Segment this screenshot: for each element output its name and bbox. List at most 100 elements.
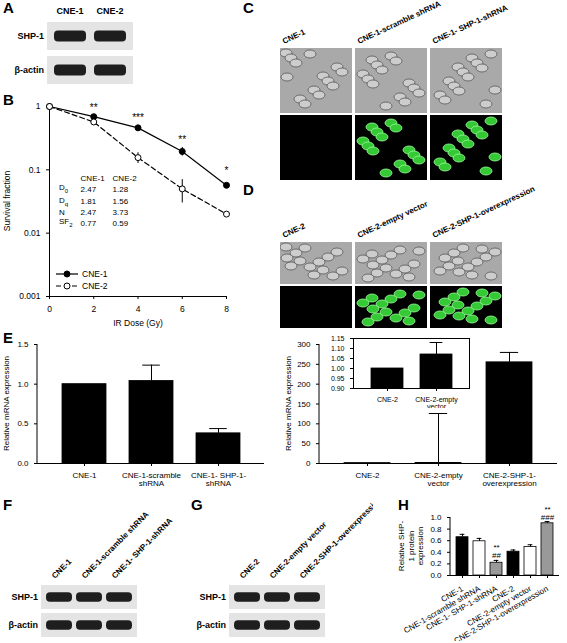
html-text:2.47: 2.47 xyxy=(80,208,97,218)
svg-text:CNE-2-empty vector: CNE-2-empty vector xyxy=(268,520,328,580)
svg-text:**: ** xyxy=(90,102,98,113)
html-text:C: C xyxy=(243,0,254,16)
svg-text:Relative SHP-1 proteinexpressi: Relative SHP-1 proteinexpression xyxy=(397,521,424,572)
svg-text:CNE-2-empty vector: CNE-2-empty vector xyxy=(465,584,533,629)
svg-text:0.5: 0.5 xyxy=(17,419,29,428)
html-text:CNE-1: CNE-1 xyxy=(80,174,105,183)
svg-text:0.4: 0.4 xyxy=(430,548,442,557)
html-text:0.59: 0.59 xyxy=(112,219,129,228)
svg-text:SHP-1: SHP-1 xyxy=(199,592,226,602)
html-text:CNE-1: CNE-1 xyxy=(82,269,108,279)
svg-text:0.0: 0.0 xyxy=(430,571,442,580)
svg-text:300: 300 xyxy=(297,340,311,349)
svg-text:0.0: 0.0 xyxy=(17,459,29,468)
svg-text:0.8: 0.8 xyxy=(430,525,442,534)
svg-text:8: 8 xyxy=(224,304,229,314)
svg-text:4: 4 xyxy=(136,304,141,314)
svg-text:**###: **### xyxy=(541,505,555,522)
html-text:3.73: 3.73 xyxy=(112,208,129,218)
svg-text:β-actin: β-actin xyxy=(9,620,39,630)
html-text:1.81: 1.81 xyxy=(80,197,97,207)
svg-text:CNE-1: CNE-1 xyxy=(56,6,83,16)
svg-text:CNE-2: CNE-2 xyxy=(355,471,380,480)
svg-text:CNE-2-SHP-1-overexpression: CNE-2-SHP-1-overexpression xyxy=(431,184,536,240)
svg-text:CNE-1: CNE-1 xyxy=(281,27,307,46)
svg-text:CNE-1-scrambleshRNA: CNE-1-scrambleshRNA xyxy=(122,471,182,488)
svg-text:CNE-2-SHP-1-overexpression: CNE-2-SHP-1-overexpression xyxy=(298,497,373,580)
svg-text:Relative mRNA expression: Relative mRNA expression xyxy=(284,356,293,451)
svg-text:CNE-1: CNE-1 xyxy=(50,557,74,581)
html-text:G: G xyxy=(191,496,203,513)
svg-text:CNE-1-scramble shRNA: CNE-1-scramble shRNA xyxy=(80,509,151,581)
svg-text:Relative mRNA expression: Relative mRNA expression xyxy=(2,356,11,451)
svg-text:β-actin: β-actin xyxy=(15,65,45,75)
svg-text:1.0: 1.0 xyxy=(430,513,442,522)
svg-text:IR Dose (Gy): IR Dose (Gy) xyxy=(113,318,163,328)
html-text:0.77: 0.77 xyxy=(80,219,97,228)
svg-text:0.2: 0.2 xyxy=(430,559,442,568)
html-text:D: D xyxy=(243,181,254,198)
svg-text:CNE-2: CNE-2 xyxy=(96,6,123,16)
svg-text:***: *** xyxy=(132,112,144,123)
svg-text:1: 1 xyxy=(36,101,41,111)
svg-text:CNE-1: CNE-1 xyxy=(72,471,97,480)
svg-text:2: 2 xyxy=(91,304,96,314)
svg-text:CNE-2-SHP-1-overexpression: CNE-2-SHP-1-overexpression xyxy=(482,471,536,488)
html-text:CNE-2: CNE-2 xyxy=(112,174,137,183)
html-text:N: N xyxy=(59,208,65,218)
svg-text:CNE-1-scramble shRNA: CNE-1-scramble shRNA xyxy=(402,584,482,636)
svg-text:1.15: 1.15 xyxy=(331,335,345,342)
html-text:B: B xyxy=(3,91,14,108)
html-text:A: A xyxy=(3,0,14,16)
svg-text:1.00: 1.00 xyxy=(331,365,345,372)
html-text:SF2: SF2 xyxy=(59,217,73,228)
svg-text:50: 50 xyxy=(302,439,311,448)
svg-text:CNE-2-empty vector: CNE-2-empty vector xyxy=(356,199,429,239)
svg-text:CNE-2-emptyvector: CNE-2-emptyvector xyxy=(415,396,458,408)
svg-text:CNE-1- SHP-1-shRNA: CNE-1- SHP-1-shRNA xyxy=(110,516,174,580)
svg-text:SHP-1: SHP-1 xyxy=(17,31,44,41)
html-text:F: F xyxy=(3,496,13,513)
svg-text:1.0: 1.0 xyxy=(17,380,29,389)
svg-text:CNE-2-SHP-1-overexpression: CNE-2-SHP-1-overexpression xyxy=(452,584,549,641)
html-text:D0: D0 xyxy=(59,183,69,194)
svg-text:0.95: 0.95 xyxy=(331,375,345,382)
svg-text:0.90: 0.90 xyxy=(331,385,345,392)
svg-text:0.1: 0.1 xyxy=(29,165,41,175)
svg-text:0: 0 xyxy=(47,304,52,314)
svg-text:β-actin: β-actin xyxy=(197,620,227,630)
svg-text:1.10: 1.10 xyxy=(331,345,345,352)
svg-text:CNE-1- SHP-1-shRNA: CNE-1- SHP-1-shRNA xyxy=(431,3,509,46)
svg-text:CNE-1- SHP-1-shRNA: CNE-1- SHP-1-shRNA xyxy=(191,471,246,488)
svg-text:6: 6 xyxy=(180,304,185,314)
svg-text:CNE-2: CNE-2 xyxy=(238,557,262,581)
svg-text:**: ** xyxy=(178,134,186,145)
svg-text:0.6: 0.6 xyxy=(430,536,442,545)
svg-text:0: 0 xyxy=(306,459,311,468)
svg-text:**##: **## xyxy=(492,543,501,560)
svg-text:150: 150 xyxy=(297,400,311,409)
svg-text:0.001: 0.001 xyxy=(19,291,41,301)
svg-text:1.5: 1.5 xyxy=(17,340,29,349)
svg-text:CNE-1-scramble shRNA: CNE-1-scramble shRNA xyxy=(356,0,442,46)
svg-text:Survival fraction: Survival fraction xyxy=(2,170,12,231)
html-text:1.28: 1.28 xyxy=(112,184,129,194)
svg-text:CNE-2: CNE-2 xyxy=(281,221,307,240)
svg-text:*: * xyxy=(225,165,229,176)
svg-text:CNE-1: CNE-1 xyxy=(439,584,465,604)
svg-text:CNE-1- SHP-1-shRNA: CNE-1- SHP-1-shRNA xyxy=(424,584,499,633)
svg-text:100: 100 xyxy=(297,419,311,428)
svg-text:SHP-1: SHP-1 xyxy=(11,592,38,602)
svg-text:CNE-2: CNE-2 xyxy=(377,396,398,403)
svg-text:CNE-2-emptyvector: CNE-2-emptyvector xyxy=(414,471,462,488)
html-text:2.47: 2.47 xyxy=(80,184,97,194)
html-text:H: H xyxy=(398,496,409,513)
svg-text:0.01: 0.01 xyxy=(24,228,41,238)
html-text:CNE-2: CNE-2 xyxy=(82,281,108,291)
html-text:1.56: 1.56 xyxy=(112,197,129,207)
svg-text:200: 200 xyxy=(297,380,311,389)
html-text:E: E xyxy=(3,329,13,346)
svg-text:250: 250 xyxy=(297,360,311,369)
svg-text:1.05: 1.05 xyxy=(331,355,345,362)
html-text:Dq: Dq xyxy=(59,195,69,207)
